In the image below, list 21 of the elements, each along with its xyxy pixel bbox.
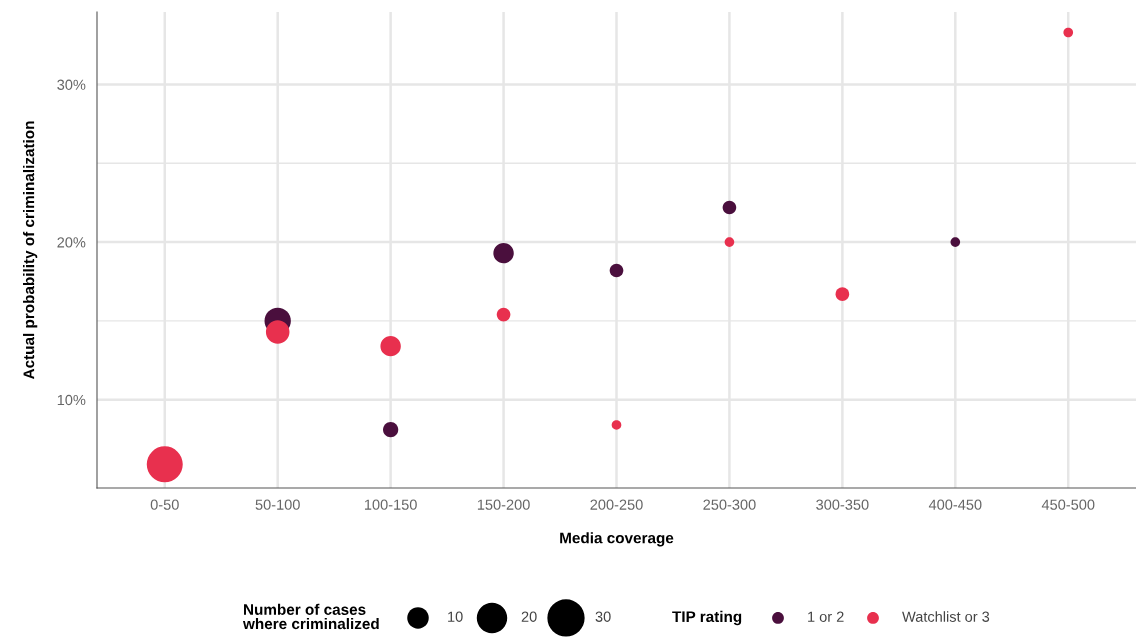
legend-label: Watchlist or 3 bbox=[902, 611, 990, 622]
x-tick-label: 150-200 bbox=[477, 499, 530, 510]
x-tick-label: 250-300 bbox=[703, 499, 756, 510]
legend-label: 1 or 2 bbox=[808, 611, 844, 622]
x-tick-label: 100-150 bbox=[364, 499, 417, 510]
x-axis-title: Media coverage bbox=[560, 532, 674, 547]
x-tick-label: 400-450 bbox=[928, 499, 982, 510]
legend-label: 30 bbox=[595, 611, 611, 622]
x-tick-label: 300-350 bbox=[816, 499, 869, 510]
x-tick-label: 50-100 bbox=[255, 499, 300, 510]
y-tick-label: 30% bbox=[57, 79, 86, 90]
x-tick-label: 200-250 bbox=[590, 499, 643, 510]
y-axis-title: Actual probability of criminalization bbox=[23, 121, 38, 380]
x-tick-label: 0-50 bbox=[150, 499, 179, 510]
y-tick-label: 20% bbox=[57, 237, 86, 248]
legend-title: TIP rating bbox=[672, 610, 742, 626]
legend-label: 10 bbox=[448, 611, 463, 622]
text: Number of cases where criminalized bbox=[242, 603, 379, 630]
legend-label: 20 bbox=[521, 611, 537, 622]
y-tick-label: 10% bbox=[57, 394, 86, 406]
x-tick-label: 450-500 bbox=[1041, 499, 1095, 510]
